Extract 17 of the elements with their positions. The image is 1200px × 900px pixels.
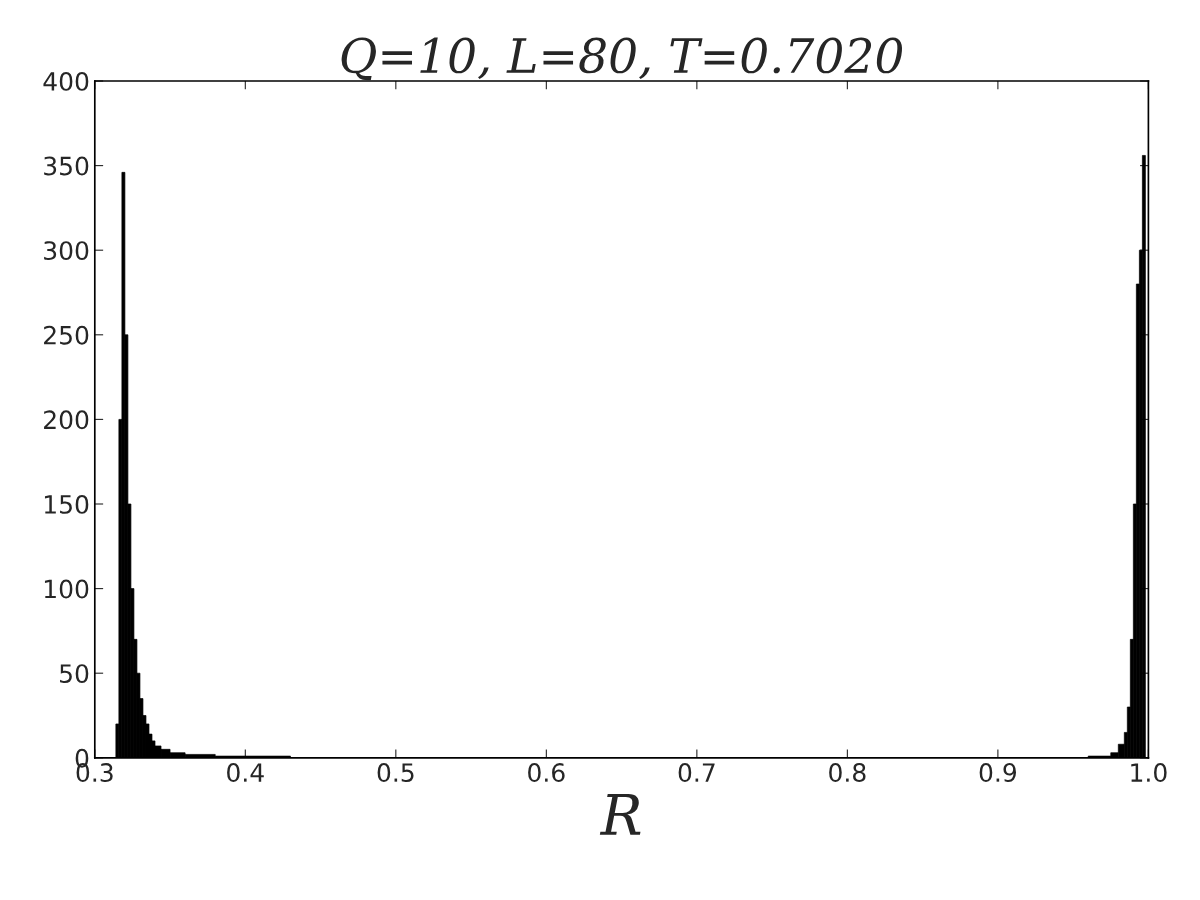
y-tick-label: 400 bbox=[43, 71, 89, 91]
x-axis-title: R bbox=[599, 794, 641, 835]
x-tick-label: 0.4 bbox=[227, 763, 264, 783]
x-tick-label: 0.8 bbox=[829, 763, 866, 783]
y-tick-label: 200 bbox=[44, 410, 89, 430]
x-tick-label: 0.5 bbox=[377, 763, 414, 783]
x-tick-label: 0.7 bbox=[678, 763, 715, 783]
y-tick-label: 50 bbox=[60, 664, 89, 684]
y-tick-label: 150 bbox=[44, 494, 89, 514]
chart-title: Q=10, L=80, T=0.7020 bbox=[341, 37, 903, 81]
y-tick-label: 300 bbox=[44, 241, 89, 261]
x-tick-label: 1.0 bbox=[1131, 763, 1167, 783]
x-tick-label: 0.6 bbox=[528, 763, 565, 783]
y-tick-label: 350 bbox=[44, 156, 89, 176]
y-tick-label: 100 bbox=[44, 579, 89, 599]
y-tick-label: 250 bbox=[44, 325, 89, 345]
x-tick-label: 0.9 bbox=[979, 763, 1017, 783]
